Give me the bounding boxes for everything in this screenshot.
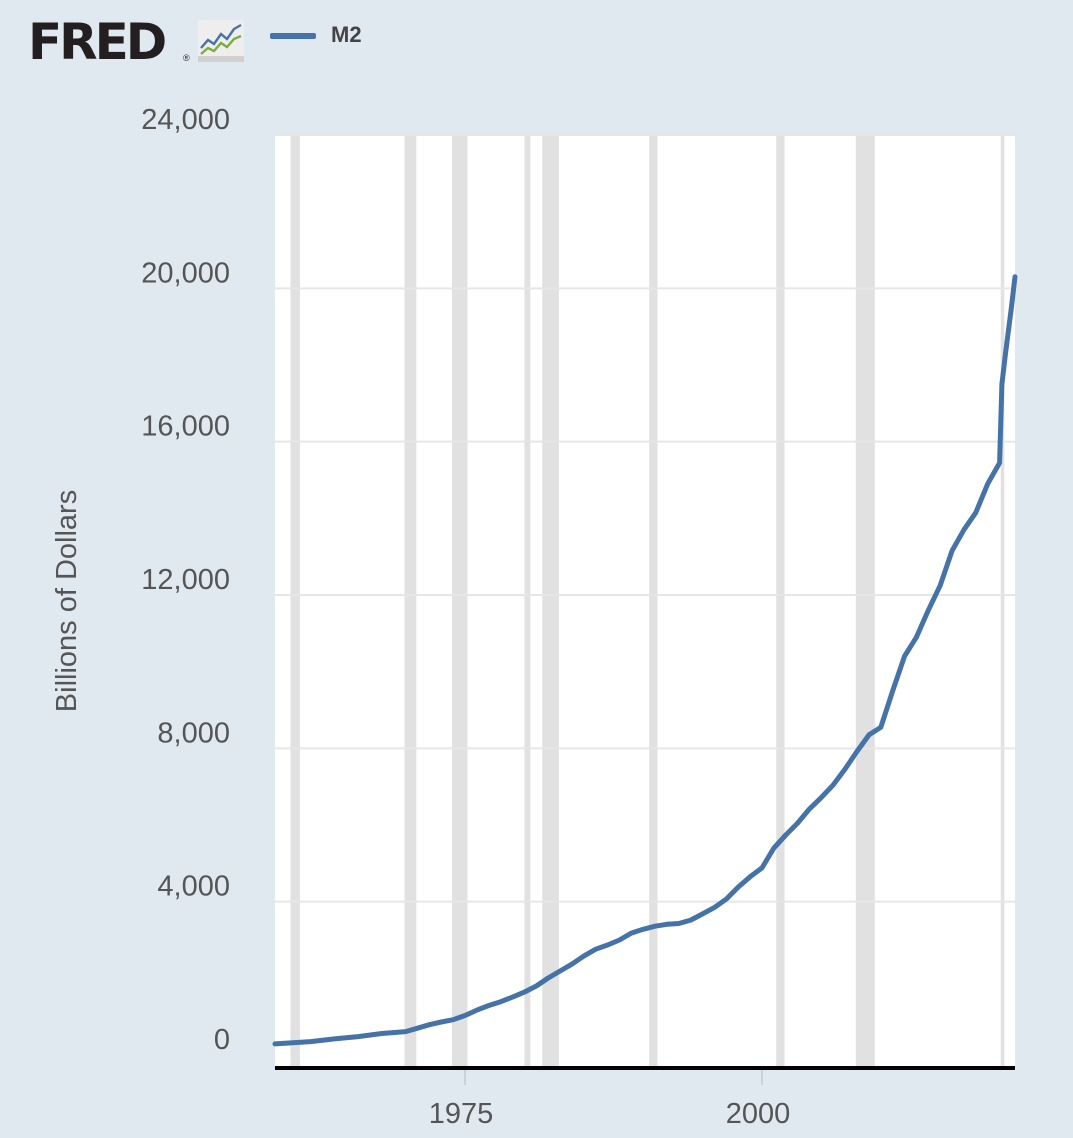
y-tick-labels: 0 4,000 8,000 12,000 16,000 20,000 24,000 <box>141 104 230 1056</box>
legend-m2-swatch[interactable] <box>270 33 316 39</box>
fred-chart-icon <box>198 20 244 62</box>
y-grid <box>275 134 1015 903</box>
recession-band-9 <box>1000 135 1005 1067</box>
recession-band-4 <box>524 135 531 1067</box>
y-tick-label-4000: 4,000 <box>157 871 230 903</box>
chart-header: FRED ® M2 <box>0 0 1073 80</box>
recession-band-2 <box>404 135 417 1067</box>
y-axis-title: Billions of Dollars <box>51 490 83 712</box>
fred-logo[interactable]: FRED <box>28 13 167 71</box>
registered-mark: ® <box>183 53 190 63</box>
legend-m2-label[interactable]: M2 <box>331 22 362 47</box>
y-tick-label-20000: 20,000 <box>141 257 230 289</box>
y-tick-label-8000: 8,000 <box>157 717 230 749</box>
recession-band-6 <box>649 135 658 1067</box>
x-axis-ticks: 1975 2000 <box>429 1070 790 1130</box>
series-line-m2[interactable] <box>272 274 1018 1047</box>
plot-area <box>275 135 1015 1067</box>
y-tick-label-0: 0 <box>214 1024 230 1056</box>
recession-band-1 <box>290 135 300 1067</box>
recession-band-8 <box>855 135 875 1067</box>
recession-bands <box>290 135 1005 1067</box>
y-tick-label-24000: 24,000 <box>141 104 230 136</box>
y-tick-label-12000: 12,000 <box>141 564 230 596</box>
recession-band-5 <box>542 135 559 1067</box>
recession-band-7 <box>776 135 785 1067</box>
x-tick-label-1975: 1975 <box>429 1098 494 1130</box>
recession-band-3 <box>451 135 468 1067</box>
y-tick-label-16000: 16,000 <box>141 411 230 443</box>
x-tick-label-2000: 2000 <box>726 1098 791 1130</box>
